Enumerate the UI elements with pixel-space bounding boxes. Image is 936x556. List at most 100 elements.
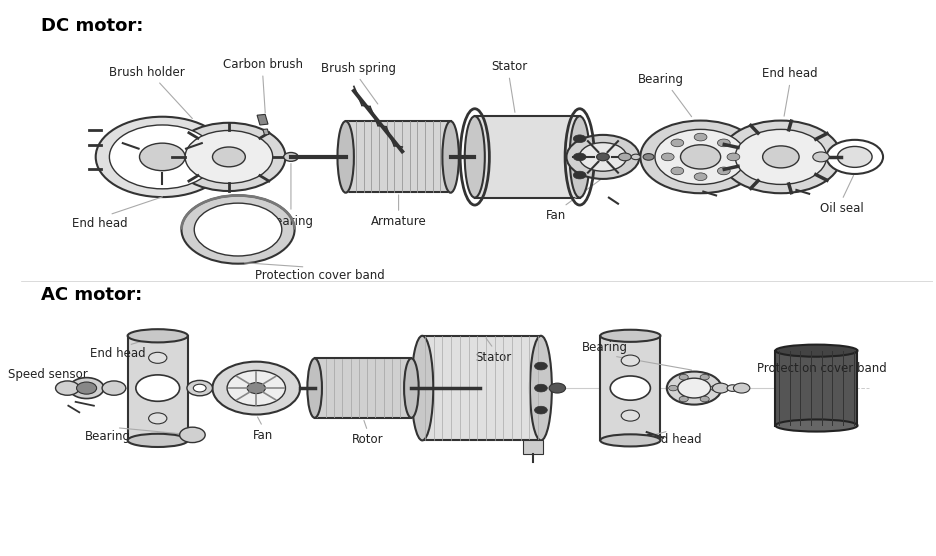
Text: Bearing: Bearing (268, 215, 314, 228)
Circle shape (668, 385, 678, 391)
Circle shape (139, 143, 185, 171)
Circle shape (680, 396, 688, 402)
Text: Oil seal: Oil seal (820, 202, 864, 215)
Circle shape (622, 410, 639, 421)
Circle shape (180, 427, 205, 443)
Text: Bearing: Bearing (582, 341, 628, 354)
Circle shape (187, 380, 212, 396)
Circle shape (812, 152, 829, 162)
Circle shape (695, 133, 707, 141)
Circle shape (680, 145, 721, 169)
Bar (475, 116, 579, 197)
Circle shape (212, 361, 300, 415)
Text: End head: End head (762, 67, 818, 81)
Bar (775, 351, 857, 425)
Ellipse shape (338, 121, 354, 193)
Text: Bearing: Bearing (84, 430, 130, 443)
Ellipse shape (404, 359, 418, 418)
Text: Protection cover band: Protection cover band (757, 361, 886, 375)
Circle shape (194, 384, 206, 392)
Circle shape (655, 130, 746, 185)
Text: Armature: Armature (371, 215, 427, 229)
Ellipse shape (775, 419, 857, 431)
Text: Bearing: Bearing (638, 73, 684, 86)
Ellipse shape (530, 336, 552, 440)
Circle shape (712, 383, 729, 393)
Circle shape (534, 384, 548, 392)
Circle shape (622, 355, 639, 366)
Circle shape (671, 139, 683, 147)
Circle shape (95, 117, 229, 197)
Ellipse shape (307, 359, 322, 418)
Ellipse shape (775, 345, 857, 357)
Text: Brush holder: Brush holder (109, 66, 184, 79)
Circle shape (534, 362, 548, 370)
Circle shape (671, 167, 683, 175)
Circle shape (700, 396, 709, 402)
Ellipse shape (443, 121, 459, 193)
Circle shape (574, 153, 586, 161)
Bar (263, 129, 269, 135)
Circle shape (227, 370, 285, 406)
Circle shape (717, 167, 730, 175)
Bar (600, 336, 661, 440)
Circle shape (826, 140, 883, 174)
Circle shape (69, 378, 104, 399)
Circle shape (717, 139, 730, 147)
Bar (257, 115, 268, 125)
Text: DC motor:: DC motor: (41, 17, 143, 34)
Circle shape (734, 383, 750, 393)
Text: Stator: Stator (475, 351, 512, 364)
Text: Carbon brush: Carbon brush (223, 58, 302, 71)
Text: End head: End head (72, 217, 128, 230)
Ellipse shape (600, 330, 661, 342)
Text: Brush spring: Brush spring (321, 62, 396, 75)
Text: Fan: Fan (253, 429, 272, 442)
Circle shape (77, 382, 96, 394)
Circle shape (574, 135, 586, 142)
Circle shape (149, 413, 167, 424)
Circle shape (574, 171, 586, 179)
Circle shape (727, 385, 738, 391)
Ellipse shape (600, 434, 661, 446)
Circle shape (710, 385, 720, 391)
Circle shape (619, 153, 631, 161)
Ellipse shape (127, 329, 188, 342)
Text: End head: End head (646, 433, 702, 446)
Bar (345, 121, 450, 192)
Circle shape (247, 383, 266, 394)
Circle shape (678, 378, 710, 398)
Circle shape (727, 153, 739, 161)
Circle shape (172, 123, 285, 191)
Text: Stator: Stator (490, 60, 527, 73)
Circle shape (662, 153, 674, 161)
Circle shape (666, 371, 722, 405)
Circle shape (284, 152, 299, 161)
Circle shape (680, 374, 688, 380)
Text: Rotor: Rotor (352, 433, 384, 446)
Bar (314, 359, 411, 418)
Circle shape (195, 203, 282, 256)
Bar (127, 336, 188, 440)
Circle shape (721, 121, 841, 193)
Bar (422, 336, 541, 440)
Circle shape (610, 376, 651, 400)
Ellipse shape (127, 434, 188, 447)
Ellipse shape (570, 116, 590, 197)
Text: Fan: Fan (547, 208, 566, 222)
Circle shape (695, 173, 707, 181)
Circle shape (185, 131, 272, 183)
Circle shape (182, 195, 295, 264)
Text: AC motor:: AC motor: (41, 286, 142, 304)
Circle shape (596, 153, 609, 161)
Text: Protection cover band: Protection cover band (256, 269, 385, 282)
Circle shape (102, 381, 125, 395)
Text: End head: End head (90, 348, 145, 360)
Text: Speed sensor: Speed sensor (8, 369, 88, 381)
Circle shape (640, 121, 761, 193)
Circle shape (55, 381, 80, 395)
Circle shape (566, 135, 639, 179)
Circle shape (136, 375, 180, 401)
Circle shape (212, 147, 245, 167)
Circle shape (838, 146, 872, 167)
